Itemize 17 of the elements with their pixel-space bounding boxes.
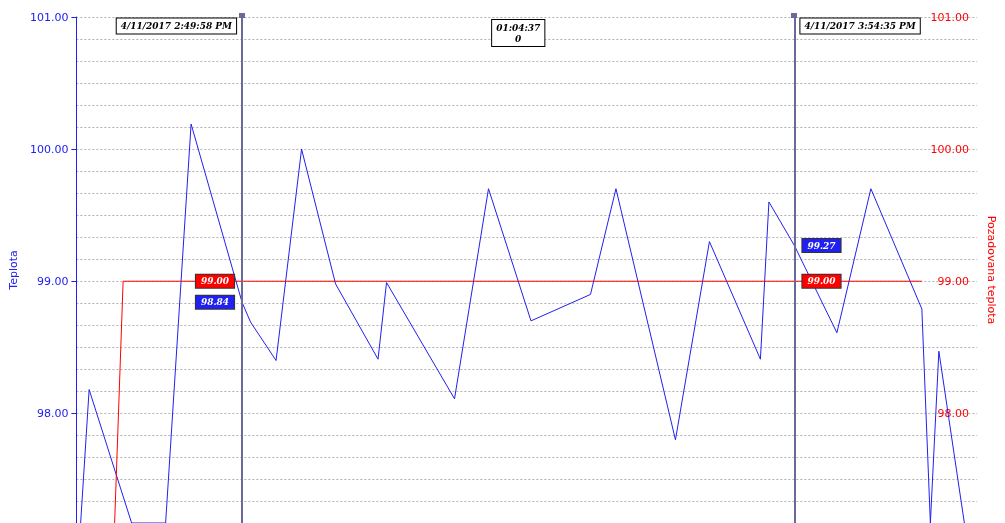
y-tick-label: 99.00 [36, 274, 69, 288]
data-label: 99.00 [200, 276, 230, 287]
annotation: 01:04:37 0 [496, 22, 542, 44]
y-tick-label: 101.00 [29, 10, 69, 24]
annotation: 4/11/2017 2:49:58 PM [120, 21, 234, 31]
y2-tick-label: 101.00 [930, 10, 970, 24]
y2-tick-label: 98.00 [937, 406, 970, 420]
data-label: 99.27 [807, 240, 837, 251]
annotation: 4/11/2017 3:54:35 PM [804, 21, 917, 31]
data-label: 99.00 [807, 276, 837, 287]
y-tick-label: 100.00 [29, 142, 69, 156]
data-label: 98.84 [200, 297, 230, 308]
y2-tick-label: 99.00 [937, 274, 970, 288]
y2-axis-title: Pozadovana teplota [985, 215, 998, 325]
y-axis-title: Teplota [7, 250, 20, 291]
y2-tick-label: 100.00 [930, 142, 970, 156]
y-tick-label: 98.00 [36, 406, 69, 420]
